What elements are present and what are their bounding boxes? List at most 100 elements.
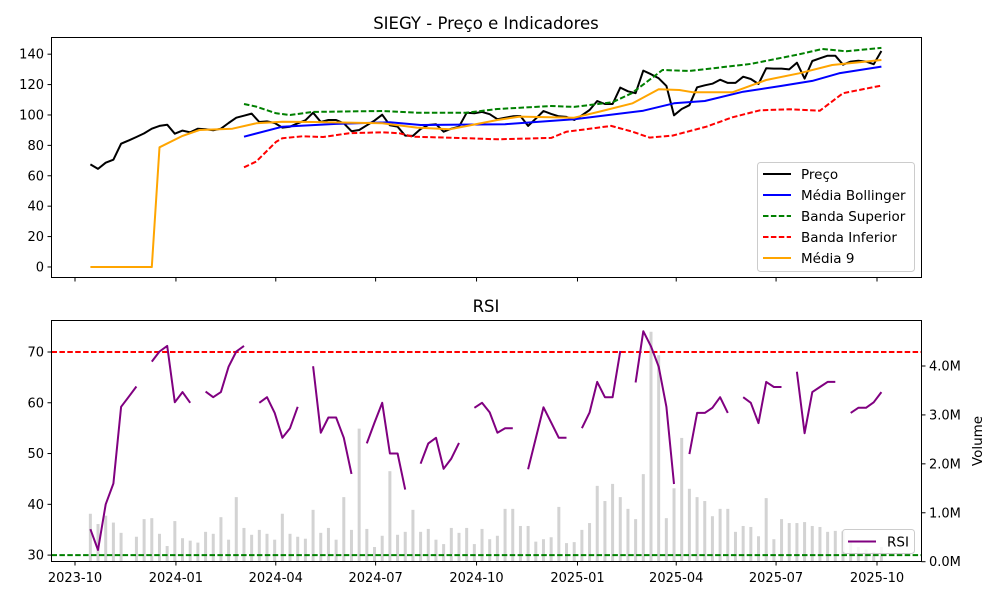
volume-bar — [611, 483, 615, 562]
volume-bar — [534, 541, 538, 562]
volume-bar — [588, 523, 592, 562]
volume-bar — [88, 513, 92, 562]
volume-bar — [503, 508, 507, 562]
volume-bar — [196, 542, 200, 562]
price-axes-frame — [51, 37, 922, 278]
volume-bar — [795, 523, 799, 562]
volume-bar — [173, 521, 177, 562]
volume-bar — [211, 533, 215, 562]
volume-bar — [557, 506, 561, 562]
rsi-legend: RSI — [842, 529, 915, 554]
volume-bar — [580, 529, 584, 562]
rsi-y-tick-label: 40 — [27, 498, 44, 513]
volume-bar — [181, 538, 185, 562]
price-y-tick-label: 40 — [27, 200, 44, 215]
volume-bar — [311, 509, 315, 562]
volume-bar — [257, 529, 261, 562]
volume-bar — [296, 536, 300, 562]
price-y-tick-label: 120 — [19, 78, 44, 93]
volume-bar — [572, 542, 576, 562]
volume-bar — [242, 527, 246, 562]
volume-bar — [718, 508, 722, 562]
x-tick-label: 2024-01 — [149, 571, 203, 586]
volume-bar — [434, 539, 438, 562]
volume-bar — [142, 519, 146, 562]
series-line-banda-inferior — [243, 84, 882, 169]
volume-bar — [234, 497, 238, 562]
price-plot-area — [89, 46, 883, 268]
volume-bar — [664, 518, 668, 562]
volume-bar — [710, 516, 714, 562]
volume-bar — [426, 528, 430, 562]
volume-bar — [511, 508, 515, 562]
volume-bar — [373, 547, 377, 562]
legend-label: Banda Superior — [801, 209, 906, 225]
volume-bar — [288, 533, 292, 562]
price-chart-title: SIEGY - Preço e Indicadores — [373, 14, 599, 33]
price-y-tick-label: 100 — [19, 108, 44, 123]
x-tick-label: 2023-10 — [48, 571, 102, 586]
volume-bar — [488, 539, 492, 562]
rsi-y-tick-label: 30 — [27, 549, 44, 564]
price-y-tick-label: 60 — [27, 169, 44, 184]
volume-bar — [772, 539, 776, 562]
volume-bar — [227, 539, 231, 562]
volume-bar — [757, 536, 761, 562]
price-y-tick-label: 20 — [27, 230, 44, 245]
x-tick-label: 2024-04 — [249, 571, 303, 586]
volume-bar — [703, 501, 707, 562]
volume-bar — [549, 537, 553, 562]
volume-bar — [403, 531, 407, 562]
rsi-line — [89, 330, 883, 551]
volume-bar — [449, 527, 453, 562]
volume-bar — [749, 526, 753, 562]
volume-y-tick-label: 4.0M — [929, 359, 961, 374]
volume-bar — [741, 525, 745, 562]
volume-bar — [733, 531, 737, 562]
volume-bar — [626, 508, 630, 562]
volume-bar — [680, 437, 684, 562]
legend-label: Média 9 — [801, 251, 854, 267]
volume-bar — [764, 498, 768, 562]
volume-bar — [818, 526, 822, 562]
volume-bar — [787, 523, 791, 562]
volume-bar — [495, 535, 499, 562]
volume-bar — [204, 531, 208, 562]
volume-bar — [150, 518, 154, 562]
series-line-banda-superior — [243, 46, 882, 116]
volume-bar — [803, 522, 807, 562]
volume-bar — [603, 501, 607, 562]
legend-label: Preço — [801, 167, 838, 183]
volume-bar — [810, 525, 814, 562]
volume-bar — [618, 497, 622, 562]
volume-bar — [104, 515, 108, 562]
volume-bar — [826, 531, 830, 562]
series-line-m-dia-9 — [90, 59, 882, 268]
volume-bar — [465, 527, 469, 562]
x-tick-label: 2025-01 — [550, 571, 604, 586]
volume-bar — [334, 539, 338, 562]
x-tick-label: 2024-10 — [449, 571, 503, 586]
rsi-axes-frame — [51, 320, 922, 562]
volume-bar — [833, 530, 837, 562]
volume-bar — [396, 534, 400, 562]
volume-bar — [326, 527, 330, 562]
volume-bar — [111, 522, 115, 562]
legend-label: Banda Inferior — [801, 230, 897, 246]
volume-bar — [672, 488, 676, 562]
volume-bar — [541, 539, 545, 562]
volume-bar — [872, 551, 876, 562]
x-tick-label: 2024-07 — [348, 571, 402, 586]
volume-bar — [388, 471, 392, 562]
volume-bar — [780, 519, 784, 562]
volume-bar — [265, 533, 269, 562]
volume-bar — [96, 524, 100, 562]
volume-bar — [726, 508, 730, 562]
volume-bar — [526, 525, 530, 562]
volume-bar — [157, 533, 161, 562]
volume-bar — [303, 538, 307, 562]
volume-axis-label: Volume — [970, 416, 986, 466]
price-legend: Preço Média Bollinger Banda Superior Banda … — [757, 162, 915, 272]
rsi-y-tick-label: 50 — [27, 447, 44, 462]
